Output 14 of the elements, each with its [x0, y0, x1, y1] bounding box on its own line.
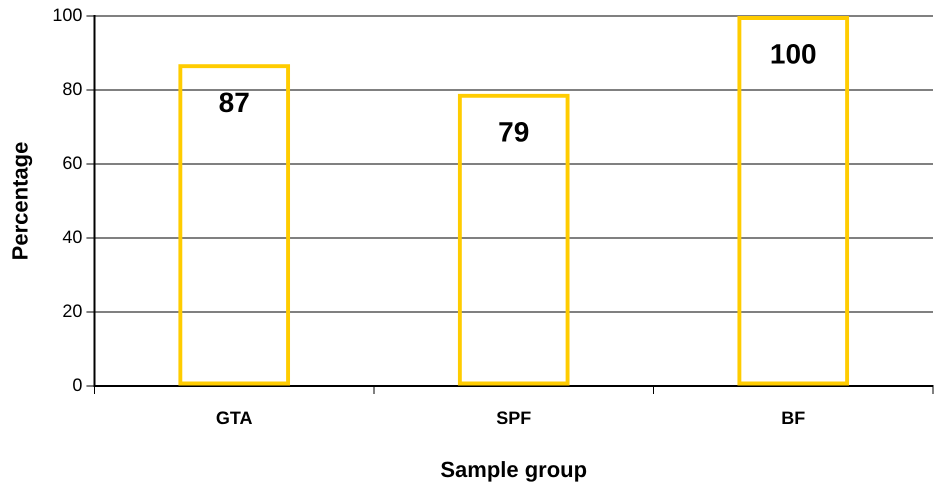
- data-label: 87: [218, 86, 250, 118]
- y-tick-label: 40: [62, 226, 82, 247]
- x-tick-label: BF: [781, 408, 806, 428]
- x-tick-label: SPF: [496, 408, 532, 428]
- y-axis-title: Percentage: [7, 142, 32, 260]
- y-tick-label: 60: [62, 152, 82, 173]
- data-label: 100: [770, 38, 817, 70]
- y-tick-label: 0: [72, 374, 82, 395]
- y-tick-label: 20: [62, 300, 82, 321]
- y-tick-label: 100: [52, 4, 82, 25]
- data-label: 79: [498, 116, 530, 148]
- x-tick-label: GTA: [216, 408, 253, 428]
- y-tick-label: 80: [62, 78, 82, 99]
- x-axis-title: Sample group: [440, 456, 588, 482]
